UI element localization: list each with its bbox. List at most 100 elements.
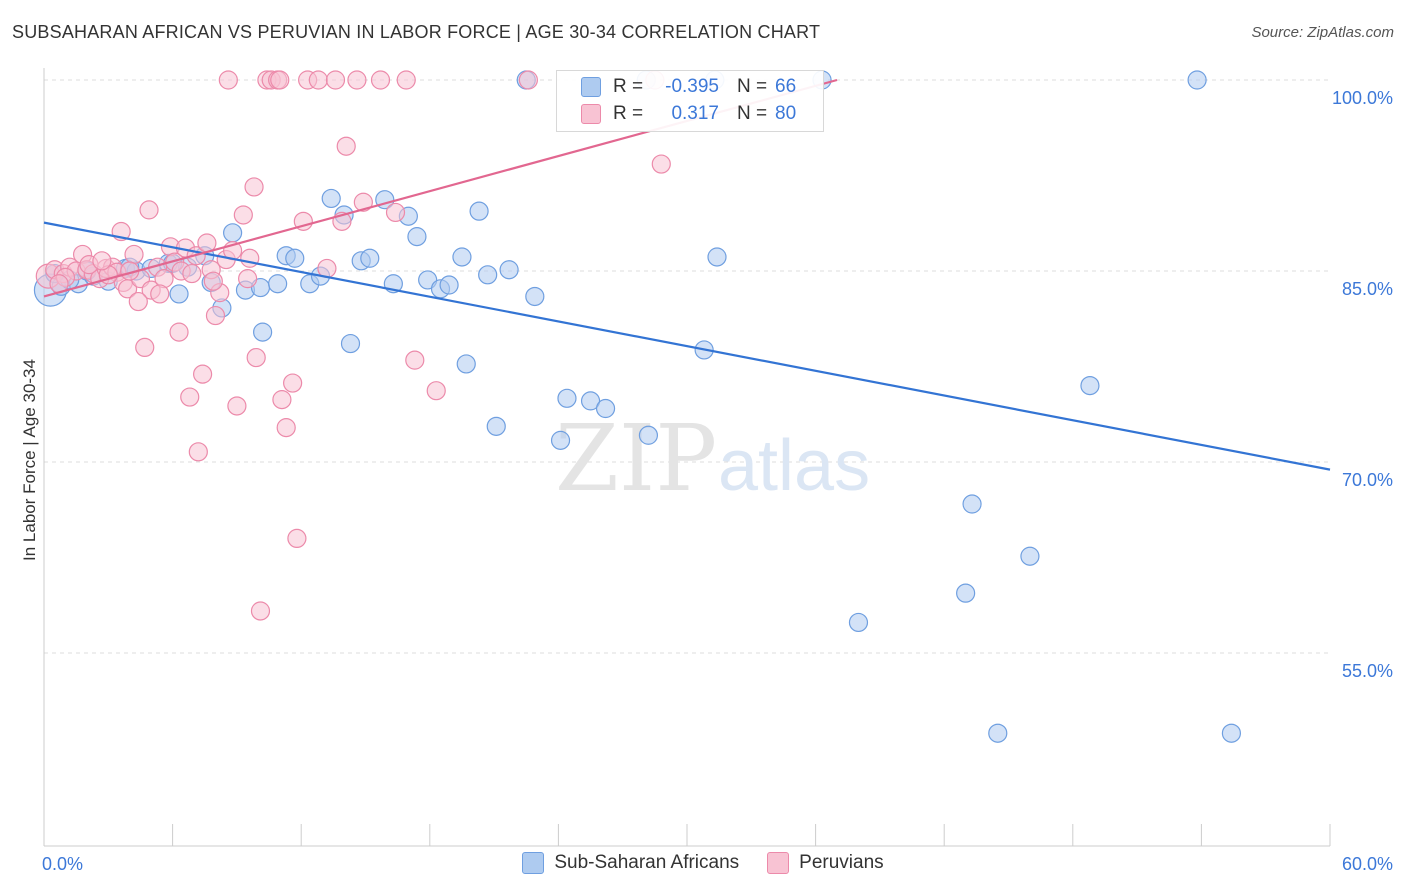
- point-peruvian-39: [246, 347, 266, 368]
- point-peruvian-14: [124, 244, 144, 265]
- point-sub-saharan-17: [253, 322, 273, 342]
- point-peruvian-27: [188, 442, 208, 462]
- legend-item-sub-saharan: Sub-Saharan Africans: [522, 852, 739, 874]
- point-peruvian-16: [135, 337, 155, 357]
- point-peruvian-60: [405, 350, 425, 370]
- y-tick-label-1: 70.0%: [1342, 470, 1393, 490]
- point-peruvian-52: [325, 70, 346, 90]
- point-sub-saharan-18: [268, 274, 288, 294]
- x-tick-label-0: 0.0%: [42, 854, 83, 874]
- point-sub-saharan-31: [407, 227, 427, 247]
- point-sub-saharan-40: [499, 260, 519, 280]
- point-peruvian-46: [283, 373, 303, 393]
- point-sub-saharan-27: [360, 248, 380, 268]
- point-sub-saharan-57: [1020, 546, 1040, 566]
- source-note: Source: ZipAtlas.com: [1251, 24, 1394, 41]
- point-peruvian-17: [139, 200, 159, 220]
- point-peruvian-59: [396, 70, 416, 90]
- axes: [43, 68, 1331, 847]
- point-sub-saharan-45: [580, 391, 601, 411]
- point-peruvian-31: [205, 305, 226, 326]
- point-peruvian-68: [150, 284, 170, 304]
- point-sub-saharan-23: [321, 188, 341, 209]
- watermark-zip: ZIP: [555, 405, 717, 512]
- point-peruvian-23: [169, 322, 189, 342]
- r-value: 0.317: [671, 103, 719, 124]
- point-sub-saharan-51: [707, 247, 727, 267]
- point-sub-saharan-9: [169, 284, 189, 304]
- point-peruvian-38: [244, 177, 264, 197]
- point-sub-saharan-54: [956, 583, 976, 603]
- point-peruvian-37: [238, 269, 258, 289]
- watermark: ZIP atlas: [555, 405, 870, 512]
- point-peruvian-61: [426, 381, 446, 401]
- r-label: R =: [613, 103, 644, 124]
- y-tick-label-0: 55.0%: [1342, 661, 1393, 681]
- point-peruvian-50: [308, 70, 328, 90]
- watermark-atlas: atlas: [718, 426, 870, 506]
- point-sub-saharan-44: [557, 388, 577, 408]
- pink-swatch: [581, 104, 601, 124]
- point-sub-saharan-53: [848, 612, 869, 633]
- point-peruvian-28: [193, 364, 213, 384]
- point-sub-saharan-36: [456, 354, 476, 374]
- point-peruvian-35: [227, 396, 247, 416]
- point-peruvian-78: [92, 251, 112, 271]
- point-sub-saharan-35: [452, 247, 472, 267]
- point-peruvian-25: [180, 387, 200, 407]
- legend-swatch-blue: [522, 852, 545, 874]
- stats-row-blue: R = -0.395 N = 66: [581, 74, 796, 100]
- point-peruvian-62: [518, 70, 538, 90]
- r-label: R =: [613, 76, 644, 97]
- point-sub-saharan-43: [550, 430, 571, 450]
- tick-labels: 55.0% 70.0% 85.0% 100.0% 0.0% 60.0%: [42, 88, 1393, 874]
- n-label: N =: [737, 76, 768, 97]
- legend-label-sub-saharan: Sub-Saharan Africans: [554, 852, 740, 873]
- point-sub-saharan-58: [1080, 376, 1100, 396]
- point-peruvian-73: [240, 248, 260, 268]
- point-sub-saharan-39: [486, 416, 506, 436]
- point-sub-saharan-20: [285, 248, 305, 268]
- legend-label-peruvians: Peruvians: [799, 852, 884, 873]
- x-tick-label-1: 60.0%: [1342, 854, 1393, 874]
- point-sub-saharan-56: [988, 723, 1008, 743]
- point-peruvian-54: [336, 136, 356, 156]
- point-peruvian-76: [270, 70, 290, 90]
- point-peruvian-58: [385, 202, 406, 223]
- point-sub-saharan-60: [1221, 723, 1242, 743]
- point-peruvian-44: [272, 390, 292, 410]
- point-sub-saharan-37: [469, 201, 489, 221]
- gridlines: [44, 79, 1330, 654]
- point-peruvian-67: [218, 70, 238, 90]
- point-peruvian-47: [287, 528, 307, 549]
- point-peruvian-57: [370, 70, 391, 90]
- blue-swatch: [581, 77, 601, 97]
- n-label: N =: [737, 103, 768, 124]
- trend-line-sub-saharan: [43, 221, 1331, 471]
- point-peruvian-75: [203, 271, 223, 291]
- series-peruvians: [35, 70, 671, 621]
- point-peruvian-56: [353, 192, 373, 212]
- point-peruvian-40: [250, 601, 271, 621]
- n-value: 80: [775, 103, 797, 124]
- series-legend: Sub-Saharan Africans Peruvians: [0, 852, 1406, 874]
- point-sub-saharan-55: [962, 494, 982, 514]
- point-sub-saharan-46: [595, 398, 616, 419]
- point-peruvian-55: [347, 70, 367, 90]
- point-sub-saharan-59: [1187, 70, 1207, 90]
- r-value: -0.395: [665, 76, 719, 97]
- point-sub-saharan-42: [525, 286, 545, 307]
- y-tick-label-3: 100.0%: [1332, 88, 1393, 108]
- legend-item-peruvians: Peruvians: [767, 852, 884, 874]
- y-axis-label: In Labor Force | Age 30-34: [20, 359, 39, 561]
- point-sub-saharan-14: [223, 223, 243, 243]
- point-sub-saharan-48: [638, 425, 659, 445]
- legend-swatch-pink: [767, 852, 790, 874]
- point-sub-saharan-38: [478, 265, 498, 285]
- y-tick-label-2: 85.0%: [1342, 279, 1393, 299]
- n-value: 66: [775, 76, 797, 97]
- stats-row-pink: R = 0.317 N = 80: [581, 101, 796, 127]
- point-sub-saharan-34: [439, 275, 459, 295]
- point-peruvian-64: [651, 154, 671, 174]
- point-peruvian-79: [128, 291, 148, 312]
